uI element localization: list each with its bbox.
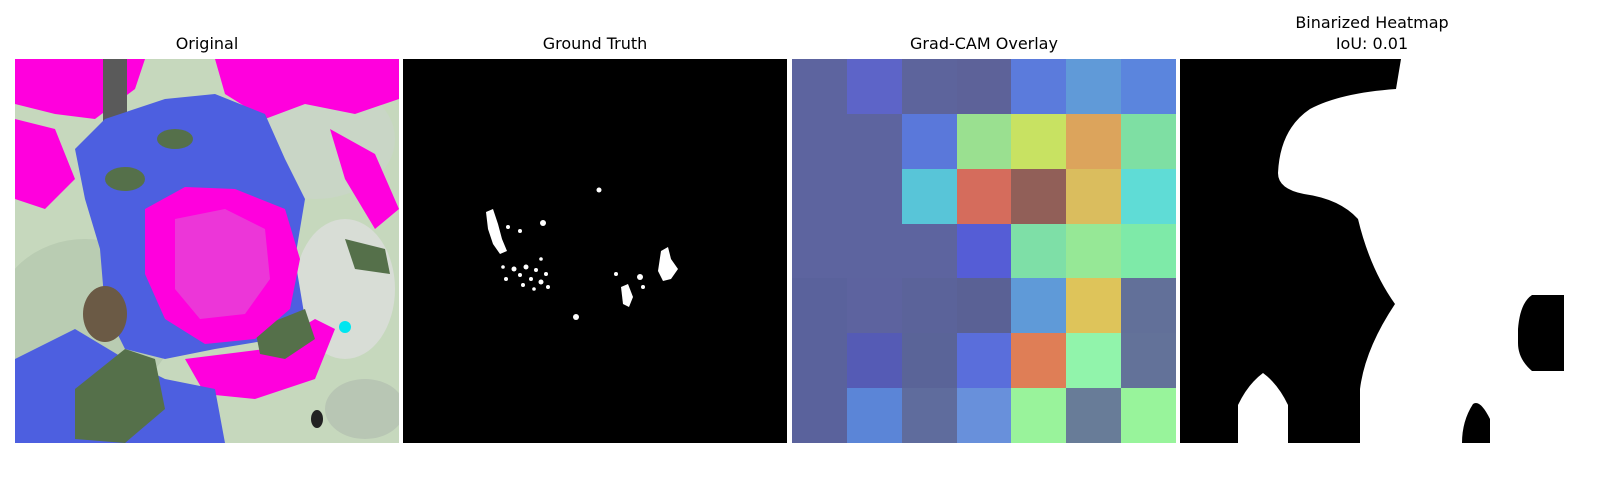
gradcam-cell-r3-c3 — [957, 224, 1011, 278]
gradcam-cell-r4-c3 — [957, 278, 1011, 333]
gradcam-cell-r6-c4 — [1011, 388, 1066, 443]
gradcam-cell-r2-c6 — [1121, 169, 1176, 224]
gradcam-cell-r0-c4 — [1011, 59, 1066, 114]
gradcam-cell-r0-c1 — [847, 59, 902, 114]
original-image — [15, 59, 399, 443]
gradcam-cell-r4-c4 — [1011, 278, 1066, 333]
gradcam-cell-r1-c6 — [1121, 114, 1176, 169]
gradcam-cell-r4-c1 — [847, 278, 902, 333]
gradcam-cell-r4-c6 — [1121, 278, 1176, 333]
gradcam-cell-r0-c5 — [1066, 59, 1121, 114]
gradcam-cell-r3-c6 — [1121, 224, 1176, 278]
panel-title-ground-truth: Ground Truth — [542, 34, 648, 53]
gradcam-cell-r3-c5 — [1066, 224, 1121, 278]
gradcam-cell-r4-c2 — [902, 278, 957, 333]
gradcam-cell-r1-c0 — [792, 114, 847, 169]
gradcam-cell-r5-c0 — [792, 333, 847, 388]
gradcam-cell-r3-c0 — [792, 224, 847, 278]
original-image-panel — [15, 59, 399, 443]
ground-truth-mask — [403, 59, 787, 443]
gradcam-cell-r3-c1 — [847, 224, 902, 278]
gradcam-cell-r1-c3 — [957, 114, 1011, 169]
gradcam-cell-r6-c3 — [957, 388, 1011, 443]
gradcam-cell-r5-c5 — [1066, 333, 1121, 388]
gradcam-cell-r5-c2 — [902, 333, 957, 388]
gradcam-cell-r0-c6 — [1121, 59, 1176, 114]
gradcam-cell-r2-c2 — [902, 169, 957, 224]
gradcam-cell-r5-c1 — [847, 333, 902, 388]
gradcam-cell-r3-c2 — [902, 224, 957, 278]
gradcam-cell-r5-c3 — [957, 333, 1011, 388]
gradcam-overlay-panel — [792, 59, 1176, 443]
gradcam-cell-r6-c1 — [847, 388, 902, 443]
binarized-heatmap-mask — [1180, 59, 1564, 443]
ground-truth-panel — [403, 59, 787, 443]
gradcam-cell-r2-c3 — [957, 169, 1011, 224]
gradcam-cell-r2-c1 — [847, 169, 902, 224]
gradcam-cell-r1-c1 — [847, 114, 902, 169]
gradcam-cell-r6-c5 — [1066, 388, 1121, 443]
gradcam-cell-r5-c6 — [1121, 333, 1176, 388]
gradcam-cell-r2-c4 — [1011, 169, 1066, 224]
panel-title-binarized: Binarized Heatmap — [1295, 13, 1449, 32]
gradcam-cell-r6-c0 — [792, 388, 847, 443]
gradcam-cell-r0-c3 — [957, 59, 1011, 114]
panel-title-original: Original — [175, 34, 239, 53]
gradcam-cell-r1-c5 — [1066, 114, 1121, 169]
gradcam-cell-r1-c4 — [1011, 114, 1066, 169]
gradcam-cell-r2-c0 — [792, 169, 847, 224]
gradcam-cell-r4-c5 — [1066, 278, 1121, 333]
gradcam-cell-r1-c2 — [902, 114, 957, 169]
gradcam-cell-r0-c0 — [792, 59, 847, 114]
gradcam-cell-r5-c4 — [1011, 333, 1066, 388]
binarized-heatmap-panel — [1180, 59, 1564, 443]
gradcam-cell-r2-c5 — [1066, 169, 1121, 224]
gradcam-cell-r6-c2 — [902, 388, 957, 443]
gradcam-cell-r0-c2 — [902, 59, 957, 114]
gradcam-cell-r3-c4 — [1011, 224, 1066, 278]
panel-subtitle-iou: IoU: 0.01 — [1335, 34, 1409, 53]
gradcam-cell-r6-c6 — [1121, 388, 1176, 443]
gradcam-heatmap-grid — [792, 59, 1176, 443]
gradcam-cell-r4-c0 — [792, 278, 847, 333]
panel-title-gradcam: Grad-CAM Overlay — [910, 34, 1058, 53]
